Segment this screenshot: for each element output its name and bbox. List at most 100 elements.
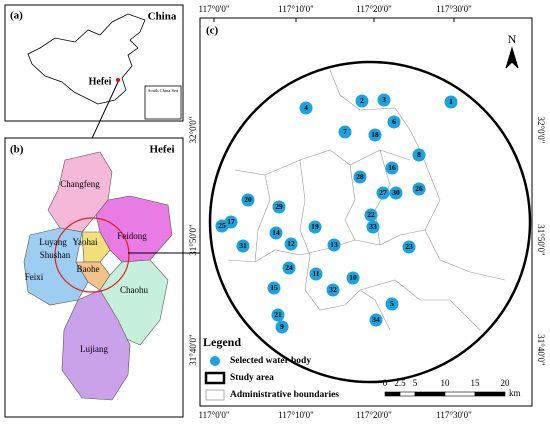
north-arrow: [505, 46, 519, 69]
panel-label: (b): [10, 144, 24, 156]
water-body-id: 34: [372, 315, 380, 324]
inset-frame: [144, 85, 182, 120]
water-body-id: 26: [415, 184, 423, 193]
water-body: [215, 219, 229, 233]
water-body: [364, 208, 378, 222]
legend-swatch: [210, 356, 220, 366]
study-circle: [54, 217, 130, 293]
city-label: Hefei: [89, 76, 112, 87]
panel-label: (a): [10, 10, 23, 22]
district-label: Changfeng: [60, 179, 100, 189]
water-body-id: 6: [392, 117, 396, 126]
water-body-id: 5: [390, 299, 394, 308]
water-body-id: 2: [360, 96, 364, 105]
water-body-id: 15: [270, 283, 278, 292]
legend-swatch: [204, 371, 226, 385]
latitude-label: 32°0'0": [536, 117, 546, 144]
district-label: Lujiang: [80, 344, 108, 354]
hefei-marker: [116, 78, 120, 82]
water-body-id: 20: [244, 195, 252, 204]
water-body: [308, 220, 322, 234]
water-body-id: 3: [382, 95, 386, 104]
water-body: [272, 200, 286, 214]
legend-title: Legend: [203, 335, 241, 349]
water-body: [385, 297, 399, 311]
water-body: [267, 281, 281, 295]
scale-segment: [474, 391, 506, 397]
longitude-label: 117°20'0": [356, 4, 392, 14]
district-label: Baohe: [77, 264, 100, 274]
water-body: [271, 308, 285, 322]
water-body: [327, 238, 341, 252]
water-body-id: 18: [371, 130, 379, 139]
longitude-label: 117°0'0": [198, 410, 229, 420]
water-body: [444, 95, 458, 109]
scale-unit: km: [509, 388, 521, 398]
study-area: [208, 60, 532, 384]
water-body: [353, 170, 367, 184]
water-body-id: 27: [379, 188, 387, 197]
water-body-id: 32: [329, 285, 337, 294]
latitude-label: 31°50'0": [188, 224, 198, 256]
district-urban: [81, 231, 111, 263]
water-body: [299, 101, 313, 115]
water-body: [236, 239, 250, 253]
scale-label: 10: [441, 378, 451, 388]
water-body-id: 29: [275, 202, 283, 211]
water-body-id: 22: [367, 210, 375, 219]
scale-segment: [414, 391, 446, 397]
water-body: [309, 267, 323, 281]
north-label: N: [508, 32, 517, 46]
water-body-id: 21: [274, 310, 282, 319]
longitude-label: 117°30'0": [436, 410, 472, 420]
country-label: China: [148, 11, 177, 23]
water-body: [369, 313, 383, 327]
district-label: Luyang: [39, 237, 67, 247]
scale-label: 15: [471, 378, 481, 388]
water-body: [346, 271, 360, 285]
legend-label: Study area: [230, 373, 274, 383]
latitude-label: 32°0'0": [188, 116, 198, 143]
water-body: [402, 240, 416, 254]
longitude-label: 117°10'0": [278, 410, 314, 420]
latitude-label: 31°40'0": [188, 334, 198, 366]
water-body-id: 17: [227, 217, 235, 226]
water-body-id: 12: [287, 239, 295, 248]
water-body-id: 13: [330, 240, 338, 249]
panel-label: (c): [206, 25, 219, 37]
china-outline: [27, 13, 146, 105]
water-body-id: 14: [272, 228, 280, 237]
water-body: [377, 93, 391, 107]
inset-label: South China Sea: [148, 88, 178, 93]
legend-label: Administrative boundaries: [230, 390, 339, 400]
district-label: Feidong: [117, 231, 147, 241]
water-body-id: 11: [312, 269, 319, 278]
water-body-id: 31: [239, 241, 247, 250]
water-body: [275, 320, 289, 334]
district-urban: [75, 261, 111, 291]
water-body: [376, 186, 390, 200]
longitude-label: 117°20'0": [356, 410, 392, 420]
scale-segment: [444, 391, 476, 397]
district-label: Shushan: [40, 250, 71, 260]
water-body-id: 4: [304, 103, 308, 112]
water-body-id: 28: [356, 172, 364, 181]
water-body: [412, 182, 426, 196]
longitude-label: 117°30'0": [436, 4, 472, 14]
scale-label: 5: [413, 378, 418, 388]
scale-label: 20: [501, 378, 511, 388]
scale-segment: [399, 391, 416, 397]
longitude-label: 117°0'0": [198, 4, 229, 14]
water-body: [366, 220, 380, 234]
water-body-id: 30: [392, 188, 400, 197]
water-body: [284, 237, 298, 251]
water-body-id: 10: [349, 273, 357, 282]
latitude-label: 31°40'0": [536, 334, 546, 366]
water-body: [241, 193, 255, 207]
water-body: [389, 186, 403, 200]
water-body-id: 7: [343, 127, 347, 136]
water-body-id: 24: [285, 263, 293, 272]
water-body-id: 33: [369, 222, 377, 231]
water-body-id: 25: [218, 221, 226, 230]
